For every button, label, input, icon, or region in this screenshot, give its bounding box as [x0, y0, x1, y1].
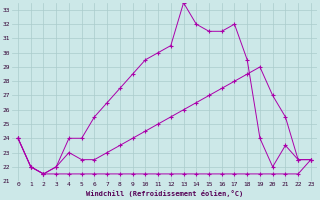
X-axis label: Windchill (Refroidissement éolien,°C): Windchill (Refroidissement éolien,°C) — [86, 190, 243, 197]
